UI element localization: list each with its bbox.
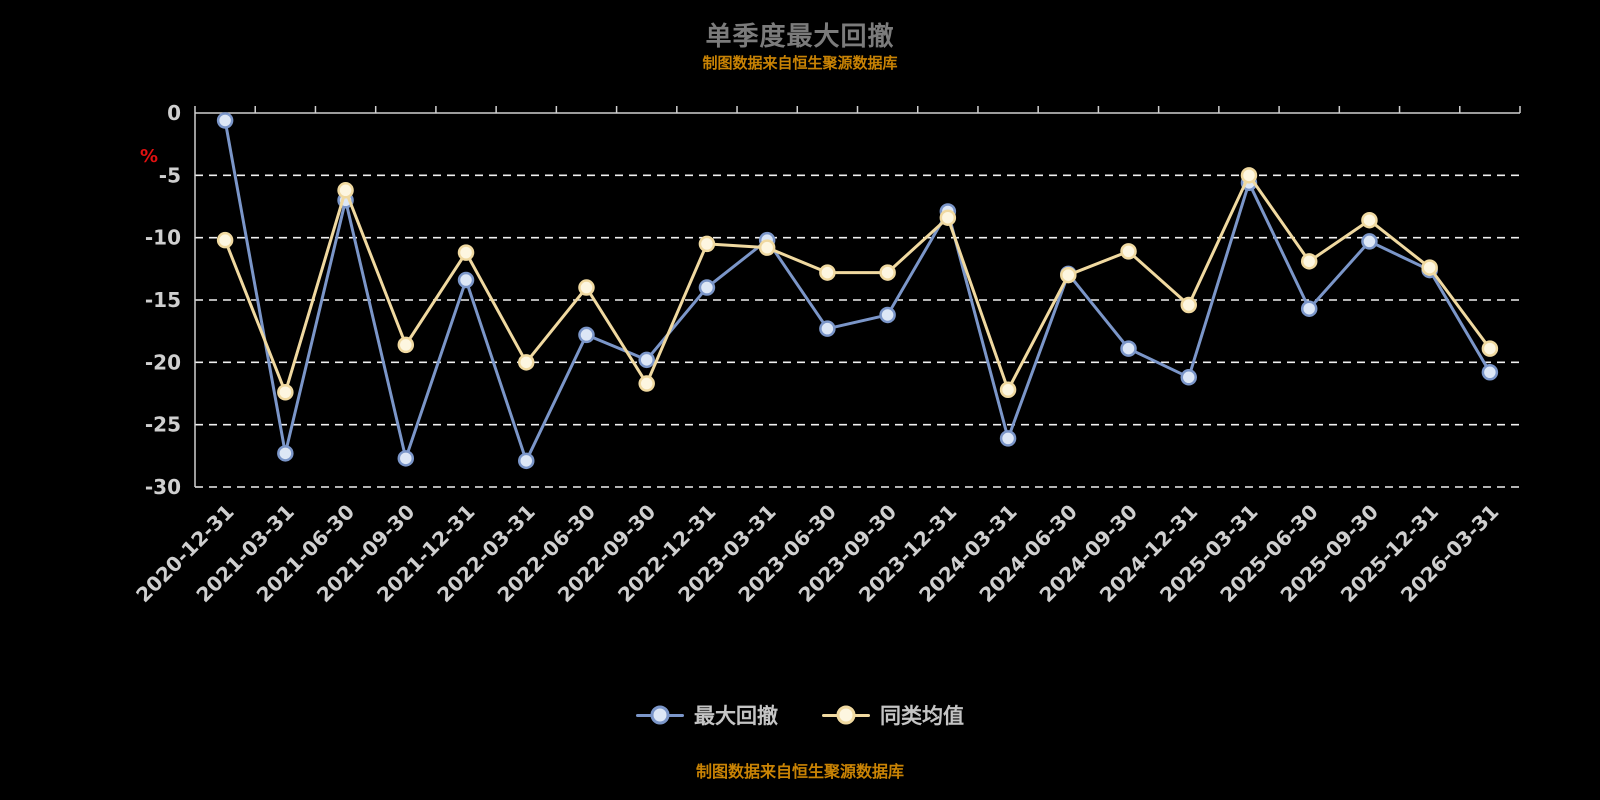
series-line bbox=[223, 173, 1492, 394]
y-tick-label: -30 bbox=[145, 475, 181, 499]
data-point bbox=[457, 244, 475, 261]
data-point bbox=[1180, 296, 1197, 314]
data-point bbox=[216, 231, 234, 249]
y-tick-label: -20 bbox=[145, 350, 181, 374]
data-point bbox=[819, 320, 836, 337]
legend-label: 最大回撤 bbox=[694, 704, 778, 728]
data-point bbox=[999, 430, 1017, 447]
chart-footer: 制图数据来自恒生聚源数据库 bbox=[695, 762, 904, 781]
data-point bbox=[879, 306, 896, 324]
legend-item-category-average[interactable]: 同类均值 bbox=[822, 700, 964, 730]
y-tick-label: -5 bbox=[159, 163, 181, 187]
legend-label: 同类均值 bbox=[880, 704, 964, 728]
data-point bbox=[1240, 167, 1258, 184]
data-point bbox=[758, 239, 776, 256]
y-tick-label: -10 bbox=[145, 226, 181, 250]
data-point bbox=[819, 264, 836, 281]
data-point bbox=[397, 336, 415, 354]
data-point bbox=[1120, 243, 1137, 260]
data-point bbox=[1300, 300, 1318, 317]
data-point bbox=[216, 112, 234, 129]
data-point bbox=[518, 354, 535, 371]
data-point bbox=[277, 384, 294, 401]
data-point bbox=[1060, 266, 1077, 284]
chart-title: 单季度最大回撤 bbox=[705, 22, 895, 52]
data-point bbox=[1120, 340, 1137, 357]
data-point bbox=[578, 279, 595, 296]
data-point bbox=[999, 381, 1017, 399]
data-point bbox=[1361, 211, 1378, 229]
legend: 最大回撤 同类均值 bbox=[0, 700, 1600, 730]
data-point bbox=[698, 235, 716, 253]
data-point bbox=[457, 271, 475, 289]
data-point bbox=[1180, 369, 1197, 386]
data-point bbox=[1421, 259, 1438, 276]
data-point bbox=[397, 450, 415, 467]
legend-item-max-drawdown[interactable]: 最大回撤 bbox=[636, 700, 778, 730]
y-tick-label: -25 bbox=[145, 413, 181, 437]
chart-subtitle: 制图数据来自恒生聚源数据库 bbox=[702, 54, 898, 72]
data-point bbox=[518, 452, 535, 470]
data-point bbox=[578, 326, 595, 344]
data-point bbox=[1300, 253, 1318, 270]
data-point bbox=[698, 279, 716, 296]
data-point bbox=[337, 182, 354, 199]
data-point bbox=[638, 351, 655, 369]
line-marker-icon bbox=[636, 705, 684, 725]
y-tick-label: 0 bbox=[167, 101, 181, 125]
y-axis-unit-label: % bbox=[140, 146, 159, 167]
y-tick-label: -15 bbox=[145, 288, 181, 312]
data-point bbox=[1481, 364, 1499, 381]
series-line bbox=[223, 118, 1492, 463]
data-point bbox=[638, 375, 655, 392]
data-point bbox=[879, 264, 896, 281]
data-point bbox=[1361, 233, 1378, 250]
data-point bbox=[1481, 340, 1499, 357]
line-marker-icon bbox=[822, 705, 870, 725]
data-point bbox=[939, 209, 957, 226]
data-point bbox=[277, 445, 294, 462]
